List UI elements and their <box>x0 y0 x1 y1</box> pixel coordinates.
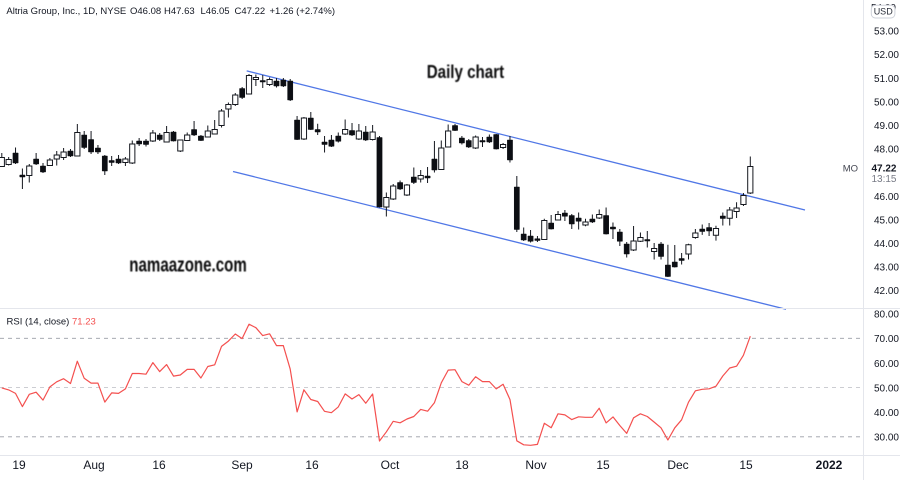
svg-text:43.00: 43.00 <box>874 263 899 274</box>
svg-text:47.22: 47.22 <box>871 163 896 174</box>
svg-text:42.00: 42.00 <box>874 286 899 297</box>
svg-text:+1.26 (+2.74%): +1.26 (+2.74%) <box>270 6 336 17</box>
svg-text:O46.08: O46.08 <box>130 6 161 17</box>
svg-text:48.00: 48.00 <box>874 145 899 156</box>
svg-text:13:15: 13:15 <box>871 174 896 185</box>
svg-text:16: 16 <box>305 458 319 472</box>
svg-text:40.00: 40.00 <box>874 408 899 419</box>
svg-text:Aug: Aug <box>83 458 104 472</box>
svg-text:30.00: 30.00 <box>874 433 899 444</box>
svg-text:19: 19 <box>12 458 26 472</box>
svg-text:MO: MO <box>843 163 858 174</box>
svg-text:44.00: 44.00 <box>874 239 899 250</box>
svg-text:15: 15 <box>596 458 610 472</box>
svg-text:50.00: 50.00 <box>874 383 899 394</box>
svg-text:51.00: 51.00 <box>874 74 899 85</box>
svg-text:46.00: 46.00 <box>874 192 899 203</box>
svg-text:50.00: 50.00 <box>874 97 899 108</box>
svg-text:53.00: 53.00 <box>874 27 899 38</box>
svg-text:Oct: Oct <box>381 458 400 472</box>
svg-text:71.23: 71.23 <box>72 317 96 328</box>
svg-text:45.00: 45.00 <box>874 215 899 226</box>
svg-text:C47.22: C47.22 <box>235 6 266 17</box>
svg-text:18: 18 <box>455 458 469 472</box>
svg-text:Nov: Nov <box>525 458 546 472</box>
svg-text:RSI (14, close): RSI (14, close) <box>7 317 70 328</box>
svg-text:80.00: 80.00 <box>874 310 899 321</box>
svg-text:16: 16 <box>152 458 166 472</box>
svg-text:USD: USD <box>874 6 894 16</box>
svg-text:2022: 2022 <box>816 458 843 472</box>
svg-text:49.00: 49.00 <box>874 121 899 132</box>
svg-text:Sep: Sep <box>231 458 253 472</box>
svg-text:60.00: 60.00 <box>874 359 899 370</box>
svg-text:Daily chart: Daily chart <box>427 62 505 82</box>
svg-text:52.00: 52.00 <box>874 50 899 61</box>
svg-text:H47.63: H47.63 <box>164 6 195 17</box>
svg-text:15: 15 <box>739 458 753 472</box>
svg-text:70.00: 70.00 <box>874 334 899 345</box>
svg-text:Dec: Dec <box>667 458 688 472</box>
svg-text:namaazone.com: namaazone.com <box>129 254 247 276</box>
svg-text:Altria Group, Inc., 1D, NYSE: Altria Group, Inc., 1D, NYSE <box>6 6 126 17</box>
svg-text:L46.05: L46.05 <box>201 6 230 17</box>
